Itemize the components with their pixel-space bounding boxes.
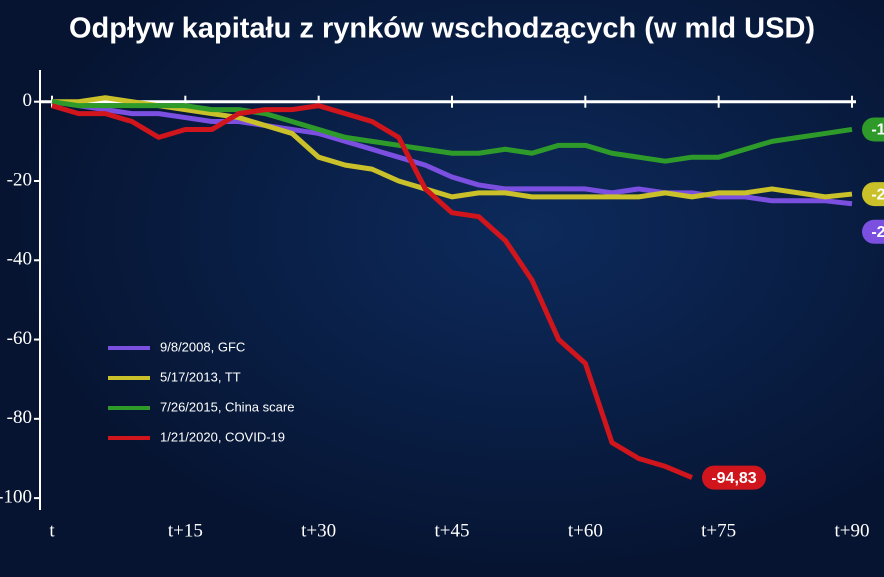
legend-label: 7/26/2015, China scare xyxy=(160,399,294,414)
legend-label: 5/17/2013, TT xyxy=(160,369,241,384)
y-tick-label: -100 xyxy=(0,486,32,507)
legend-label: 1/21/2020, COVID-19 xyxy=(160,429,285,444)
x-tick-label: t xyxy=(49,520,55,541)
y-tick-label: 0 xyxy=(23,90,33,111)
series-line xyxy=(51,99,853,164)
x-tick-label: t+90 xyxy=(835,520,870,541)
end-label-box xyxy=(862,219,884,244)
x-tick-label: t+60 xyxy=(568,520,603,541)
y-tick-label: -60 xyxy=(7,328,32,349)
end-label: -23,30 xyxy=(871,186,884,203)
y-tick-label: -20 xyxy=(7,169,32,190)
series-line xyxy=(51,99,853,207)
y-tick-label: -80 xyxy=(7,407,32,428)
end-label: -94,83 xyxy=(711,470,756,487)
x-tick-label: t+75 xyxy=(701,520,736,541)
legend-label: 9/8/2008, GFC xyxy=(160,339,245,354)
end-label-box xyxy=(862,117,884,142)
end-label-box xyxy=(702,465,766,490)
x-tick-label: t+45 xyxy=(435,520,470,541)
end-label-box xyxy=(862,182,884,207)
series-line xyxy=(51,103,693,480)
end-label: -25,75 xyxy=(871,224,884,241)
end-label: -14,73 xyxy=(871,122,884,139)
y-tick-label: -40 xyxy=(7,249,32,270)
series-line xyxy=(52,95,853,200)
chart-title: Odpływ kapitału z rynków wschodzących (w… xyxy=(69,13,815,45)
x-tick-label: t+30 xyxy=(301,520,336,541)
x-tick-label: t+15 xyxy=(168,520,203,541)
